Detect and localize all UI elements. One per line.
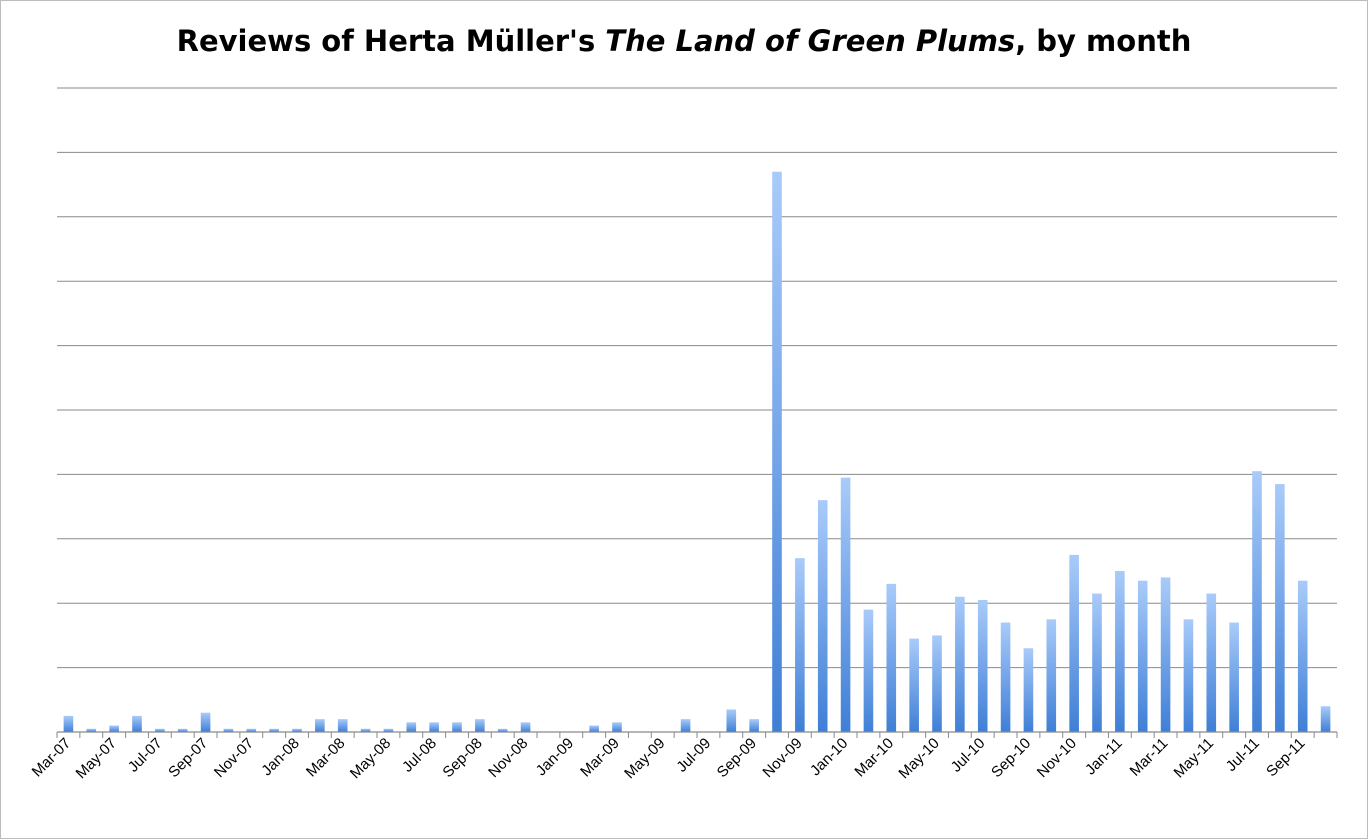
bar bbox=[1000, 622, 1011, 732]
x-tick-label: Nov-09 bbox=[759, 735, 805, 781]
bar bbox=[955, 596, 965, 732]
x-tick-label: May-07 bbox=[73, 735, 120, 782]
bar bbox=[840, 477, 851, 732]
x-tick-label: Sep-08 bbox=[439, 735, 485, 781]
x-tick-label: Sep-10 bbox=[988, 735, 1034, 781]
bar bbox=[589, 725, 599, 732]
bar bbox=[497, 728, 508, 732]
bar bbox=[726, 709, 737, 732]
x-tick-label: Jan-09 bbox=[533, 735, 577, 779]
bar bbox=[86, 728, 97, 732]
bar bbox=[680, 719, 691, 732]
x-tick-label: Sep-09 bbox=[714, 735, 760, 781]
bar bbox=[1092, 593, 1102, 732]
x-tick-label: Jan-08 bbox=[258, 735, 302, 779]
x-tick-label: Nov-10 bbox=[1034, 735, 1080, 781]
bar bbox=[932, 635, 942, 732]
bar bbox=[292, 728, 302, 732]
x-tick-label: May-10 bbox=[895, 735, 942, 782]
bar bbox=[772, 171, 782, 733]
x-tick-label: Jan-10 bbox=[807, 735, 851, 779]
bar bbox=[1160, 577, 1171, 732]
bar bbox=[406, 722, 417, 732]
bar bbox=[337, 719, 348, 732]
bar bbox=[1046, 619, 1057, 732]
x-tick-label: Mar-09 bbox=[577, 735, 623, 781]
bar bbox=[1275, 484, 1285, 732]
bar bbox=[909, 638, 919, 732]
bar bbox=[1069, 554, 1079, 732]
bar bbox=[1023, 648, 1034, 732]
bar bbox=[817, 500, 828, 732]
x-tick-label: Mar-07 bbox=[29, 735, 75, 781]
x-tick-label: Jul-10 bbox=[948, 735, 989, 776]
x-tick-label: Mar-08 bbox=[303, 735, 349, 781]
bar bbox=[977, 599, 988, 732]
chart-title-suffix: , by month bbox=[1015, 24, 1192, 58]
bar bbox=[269, 728, 279, 732]
bar bbox=[200, 712, 211, 732]
bar bbox=[452, 722, 462, 732]
gridlines bbox=[57, 87, 1337, 669]
x-tick-label: Jul-11 bbox=[1223, 735, 1263, 775]
bar bbox=[475, 719, 485, 732]
bar bbox=[795, 558, 805, 732]
x-tick-label: Sep-11 bbox=[1263, 735, 1308, 780]
bar bbox=[612, 722, 622, 732]
x-tick-label: Jul-08 bbox=[399, 735, 440, 776]
x-tick-label: Jan-11 bbox=[1082, 735, 1126, 779]
bar bbox=[246, 728, 257, 732]
bar bbox=[863, 609, 874, 732]
bar bbox=[749, 719, 759, 732]
bar bbox=[155, 728, 165, 732]
bar bbox=[1297, 580, 1308, 732]
bar bbox=[383, 728, 394, 732]
x-tick-label: May-11 bbox=[1171, 735, 1218, 782]
x-tick-label: Nov-08 bbox=[485, 735, 531, 781]
x-tick-label: Jul-07 bbox=[125, 735, 166, 776]
x-axis bbox=[56, 731, 1338, 738]
x-tick-label: May-08 bbox=[347, 735, 394, 782]
x-tick-label: Mar-11 bbox=[1127, 735, 1172, 780]
bar bbox=[109, 725, 119, 732]
chart-title: Reviews of Herta Müller's The Land of Gr… bbox=[0, 24, 1368, 58]
x-tick-label: Mar-10 bbox=[851, 735, 897, 781]
bar bbox=[132, 715, 142, 732]
x-tick-label: Jul-09 bbox=[673, 735, 714, 776]
bar bbox=[886, 583, 897, 732]
bar bbox=[1183, 619, 1194, 732]
bar bbox=[223, 728, 234, 732]
bar bbox=[520, 722, 531, 732]
x-tick-label: Sep-07 bbox=[165, 735, 211, 781]
bar bbox=[1229, 622, 1239, 732]
chart-title-book: The Land of Green Plums bbox=[605, 24, 1016, 58]
bar bbox=[360, 728, 371, 732]
bar bbox=[1137, 580, 1148, 732]
bar bbox=[1252, 471, 1262, 732]
bars bbox=[63, 171, 1331, 733]
bar bbox=[177, 728, 188, 732]
x-tick-label: Nov-07 bbox=[211, 735, 257, 781]
bar bbox=[63, 715, 74, 732]
bar bbox=[315, 719, 325, 732]
x-tick-label: May-09 bbox=[621, 735, 668, 782]
chart-title-main: Reviews of Herta Müller's bbox=[176, 24, 606, 58]
bar bbox=[1115, 571, 1125, 732]
bar bbox=[1206, 593, 1217, 732]
bar bbox=[1320, 706, 1331, 732]
bar bbox=[429, 722, 439, 732]
